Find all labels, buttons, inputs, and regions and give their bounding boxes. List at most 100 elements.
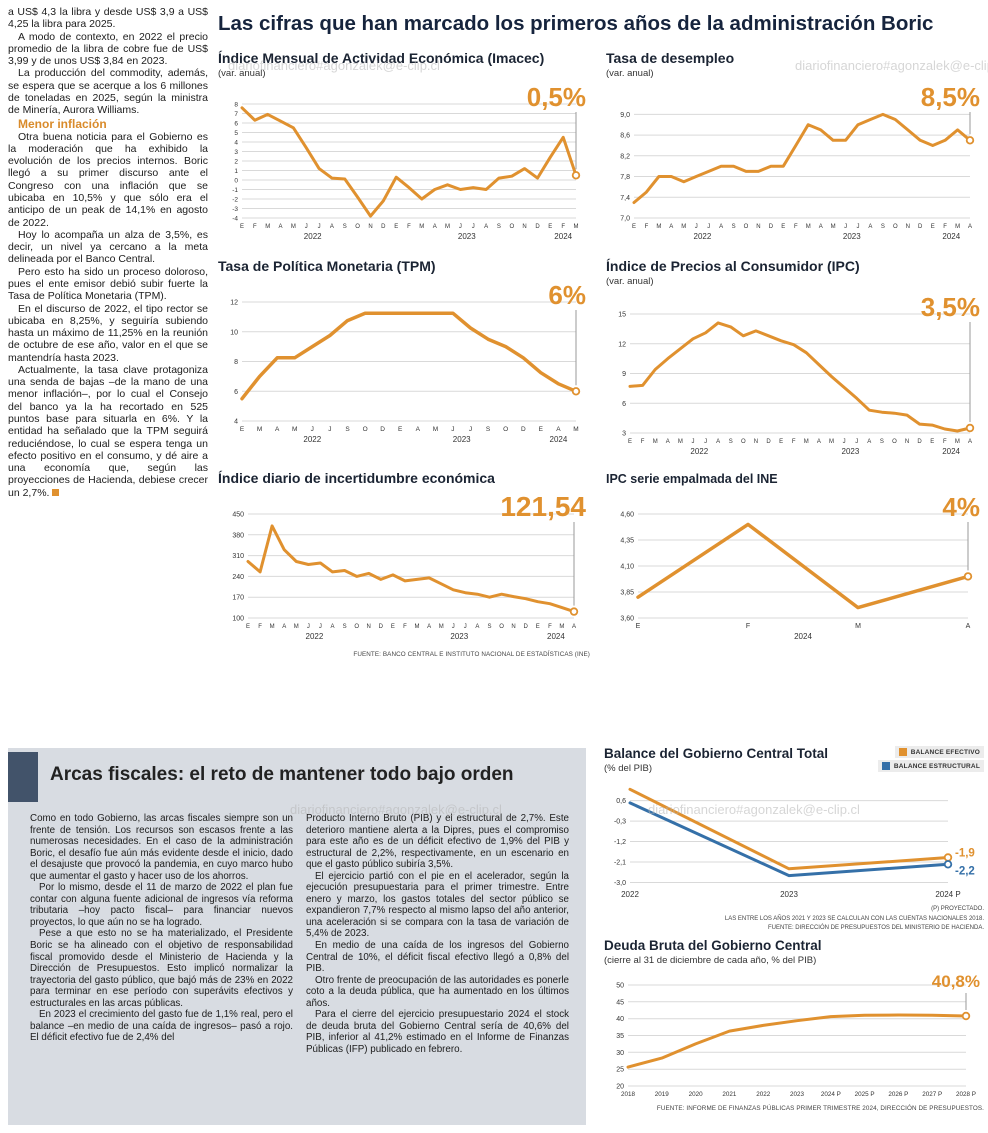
svg-text:2018: 2018 <box>621 1091 636 1098</box>
svg-text:O: O <box>503 426 508 433</box>
accent-bar <box>8 752 38 802</box>
svg-text:-3: -3 <box>232 206 238 213</box>
chart-balance: BALANCE EFECTIVO BALANCE ESTRUCTURAL Bal… <box>604 746 984 934</box>
svg-text:4,35: 4,35 <box>620 538 634 545</box>
svg-text:2019: 2019 <box>655 1091 670 1098</box>
svg-text:O: O <box>893 224 898 230</box>
chart-title: IPC serie empalmada del INE <box>606 472 778 486</box>
source-note: FUENTE: DIRECCIÓN DE PRESUPUESTOS DEL MI… <box>767 925 984 932</box>
svg-text:5: 5 <box>234 130 238 137</box>
svg-text:A: A <box>484 224 488 230</box>
svg-text:M: M <box>855 623 861 630</box>
svg-text:10: 10 <box>230 329 238 336</box>
svg-text:6: 6 <box>234 389 238 396</box>
svg-text:12: 12 <box>618 341 626 348</box>
svg-text:S: S <box>881 224 885 230</box>
svg-text:A: A <box>572 624 576 630</box>
svg-text:20: 20 <box>616 1084 624 1091</box>
svg-text:A: A <box>427 624 431 630</box>
article-paragraph: La producción del commodity, además, se … <box>8 67 208 117</box>
svg-text:380: 380 <box>232 532 244 539</box>
svg-text:2020: 2020 <box>689 1091 704 1098</box>
fiscal-paragraph: Otro frente de preocupación de las autor… <box>306 974 569 1009</box>
svg-text:N: N <box>905 439 909 445</box>
svg-text:9,0: 9,0 <box>620 112 630 119</box>
svg-text:2021: 2021 <box>722 1091 737 1098</box>
svg-text:E: E <box>779 439 783 445</box>
svg-text:8: 8 <box>234 102 238 109</box>
svg-text:A: A <box>716 439 720 445</box>
chart-ipc: Índice de Precios al Consumidor (IPC) (v… <box>606 258 984 463</box>
svg-text:E: E <box>246 624 250 630</box>
chart-desempleo: Tasa de desempleo (var. anual) 9,0 8,6 8,2… <box>606 50 984 248</box>
svg-text:S: S <box>343 624 347 630</box>
svg-text:40: 40 <box>616 1016 624 1023</box>
svg-text:M: M <box>445 224 450 230</box>
svg-text:E: E <box>539 426 544 433</box>
svg-text:S: S <box>343 224 347 230</box>
svg-text:D: D <box>521 426 526 433</box>
svg-text:N: N <box>367 624 371 630</box>
svg-text:F: F <box>641 439 645 445</box>
svg-text:2024: 2024 <box>547 632 565 641</box>
chart-plot: 4,60 4,35 4,10 3,85 3,60 E F M A 2024 4% <box>606 488 984 648</box>
fiscal-paragraph: En medio de una caída de los ingresos de… <box>306 940 569 975</box>
svg-text:F: F <box>403 624 407 630</box>
svg-text:F: F <box>548 624 552 630</box>
svg-text:D: D <box>917 439 922 445</box>
svg-text:M: M <box>439 624 444 630</box>
svg-text:4,60: 4,60 <box>620 512 634 519</box>
svg-text:-1,2: -1,2 <box>614 839 626 846</box>
svg-text:S: S <box>497 224 501 230</box>
svg-text:M: M <box>294 624 299 630</box>
legend-swatch-efectivo <box>898 748 907 756</box>
svg-text:J: J <box>843 439 846 445</box>
svg-text:2: 2 <box>234 159 238 166</box>
svg-text:O: O <box>892 439 897 445</box>
svg-text:0: 0 <box>234 178 238 185</box>
svg-text:M: M <box>806 224 811 230</box>
svg-text:E: E <box>240 224 244 230</box>
svg-text:D: D <box>918 224 923 230</box>
chart-title: Balance del Gobierno Central Total <box>604 746 829 761</box>
svg-text:6: 6 <box>622 401 626 408</box>
svg-text:E: E <box>930 439 934 445</box>
svg-text:E: E <box>536 624 540 630</box>
fiscal-paragraph: Por lo mismo, desde el 11 de marzo de 20… <box>30 882 293 928</box>
svg-text:3,60: 3,60 <box>620 616 634 623</box>
svg-text:7,4: 7,4 <box>620 195 630 202</box>
svg-text:A: A <box>669 224 673 230</box>
svg-text:A: A <box>475 624 479 630</box>
svg-text:E: E <box>391 624 395 630</box>
chart-tpm: Tasa de Política Monetaria (TPM) 12 10 8 6 4… <box>218 258 590 451</box>
svg-text:M: M <box>955 224 960 230</box>
svg-text:A: A <box>433 224 437 230</box>
chart-imacec: Índice Mensual de Actividad Económica (I… <box>218 50 590 248</box>
svg-text:2023: 2023 <box>843 232 861 241</box>
svg-text:2023: 2023 <box>450 632 468 641</box>
svg-text:170: 170 <box>232 595 244 602</box>
svg-text:J: J <box>305 224 308 230</box>
legend-item-efectivo: BALANCE EFECTIVO <box>894 746 984 758</box>
article-paragraph-text: Actualmente, la tasa clave protagoniza u… <box>8 363 208 499</box>
svg-text:A: A <box>868 224 872 230</box>
chart-plot: 9,0 8,6 8,2 7,8 7,4 7,0 E F M A M J J A S O N D E F M A M J J A S O… <box>606 80 984 248</box>
svg-text:2023: 2023 <box>458 232 476 241</box>
svg-text:J: J <box>857 224 860 230</box>
svg-text:E: E <box>632 224 636 230</box>
svg-text:D: D <box>380 426 385 433</box>
legend-label: BALANCE EFECTIVO <box>910 748 980 756</box>
svg-text:O: O <box>354 624 359 630</box>
svg-text:4: 4 <box>234 419 238 426</box>
svg-text:2024: 2024 <box>942 232 960 241</box>
svg-text:4,10: 4,10 <box>620 564 634 571</box>
svg-text:M: M <box>829 439 834 445</box>
svg-text:J: J <box>328 426 331 433</box>
svg-text:E: E <box>548 224 552 230</box>
chart-subtitle: (% del PIB) <box>604 763 653 774</box>
chart-plot: 50 45 40 35 30 25 20 2018 2019 2020 2021 2022 2023 20… <box>604 967 984 1102</box>
svg-text:M: M <box>257 426 262 433</box>
svg-text:D: D <box>769 224 774 230</box>
svg-text:45: 45 <box>616 999 624 1006</box>
svg-text:N: N <box>906 224 910 230</box>
